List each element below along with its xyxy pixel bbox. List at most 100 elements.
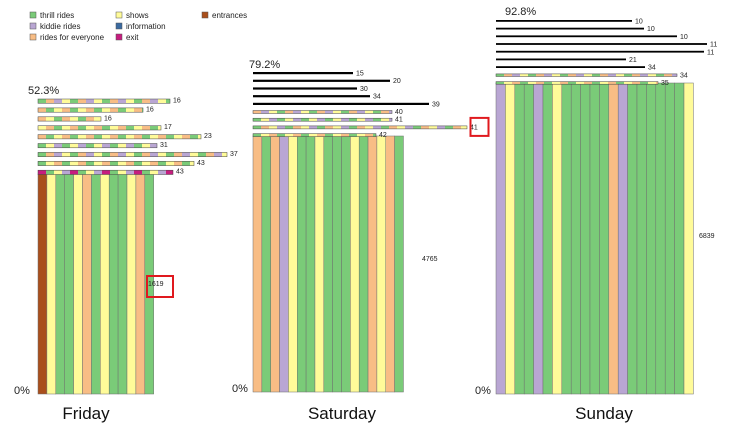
bottom-percent: 0% bbox=[232, 383, 248, 395]
small-group-bar bbox=[252, 117, 393, 122]
small-group-segment bbox=[142, 134, 150, 139]
small-group-segment bbox=[373, 118, 381, 122]
small-group-segment bbox=[584, 73, 592, 77]
small-group-segment bbox=[584, 81, 592, 85]
small-group-bar bbox=[252, 125, 468, 130]
small-group-segment bbox=[349, 110, 357, 114]
small-group-segment bbox=[158, 170, 166, 175]
small-group-segment bbox=[317, 118, 325, 122]
small-group-segment bbox=[134, 125, 142, 130]
small-group-segment bbox=[134, 161, 142, 166]
small-group-segment bbox=[110, 107, 118, 113]
small-group-segment bbox=[528, 81, 536, 85]
small-group-segment bbox=[78, 134, 86, 139]
main-group-stripe bbox=[376, 135, 386, 393]
small-group-segment bbox=[86, 161, 94, 166]
small-group-outline bbox=[37, 161, 195, 166]
main-group-stripe bbox=[261, 135, 271, 393]
small-group-segment bbox=[54, 116, 62, 122]
small-group-segment bbox=[640, 73, 648, 77]
small-group-segment bbox=[134, 99, 142, 104]
small-group-segment bbox=[46, 116, 54, 122]
small-group-segment bbox=[110, 152, 118, 157]
small-group-segment bbox=[600, 81, 608, 85]
small-group-segment bbox=[616, 81, 624, 85]
small-group-segment bbox=[126, 134, 134, 139]
small-group-segment bbox=[110, 161, 118, 166]
small-group-segment bbox=[365, 110, 373, 114]
small-group-segment bbox=[277, 110, 285, 114]
small-group-segment bbox=[134, 170, 142, 175]
small-group-segment bbox=[349, 125, 357, 129]
main-group-stripe bbox=[589, 82, 600, 395]
main-group-stripe bbox=[100, 173, 110, 395]
main-group-stripe bbox=[523, 82, 534, 395]
small-group-count: 10 bbox=[647, 26, 655, 33]
legend-swatch bbox=[29, 22, 37, 30]
small-group-bar bbox=[496, 27, 644, 30]
small-group-segment bbox=[253, 118, 261, 122]
small-group-count: 10 bbox=[635, 19, 643, 26]
main-group-stripe bbox=[126, 173, 137, 395]
small-group-segment bbox=[78, 107, 86, 113]
small-group-bar bbox=[253, 95, 370, 98]
small-group-segment bbox=[277, 133, 285, 137]
small-group-segment bbox=[222, 152, 227, 157]
top-percent: 79.2% bbox=[249, 59, 280, 71]
small-group-segment bbox=[102, 161, 110, 166]
small-group-segment bbox=[496, 81, 504, 85]
small-group-segment bbox=[656, 81, 658, 85]
small-group-segment bbox=[600, 73, 608, 77]
small-group-segment bbox=[560, 81, 568, 85]
main-group-stripe bbox=[314, 135, 325, 393]
main-group-stripe bbox=[394, 135, 404, 393]
small-group-segment bbox=[46, 143, 54, 148]
small-group-segment bbox=[78, 152, 86, 157]
small-group-segment bbox=[341, 110, 349, 114]
legend-label: shows bbox=[126, 11, 149, 20]
small-group-segment bbox=[333, 118, 341, 122]
small-group-bar bbox=[496, 66, 645, 68]
small-group-segment bbox=[38, 107, 46, 113]
small-group-segment bbox=[357, 118, 365, 122]
small-group-segment bbox=[437, 125, 445, 129]
small-group-segment bbox=[118, 125, 126, 130]
small-group-segment bbox=[54, 125, 62, 130]
small-group-segment bbox=[520, 81, 528, 85]
small-group-segment bbox=[389, 125, 397, 129]
main-group-stripe bbox=[46, 173, 57, 395]
main-group-stripe bbox=[608, 82, 619, 395]
small-group-segment bbox=[182, 161, 190, 166]
main-group-stripe bbox=[627, 82, 638, 395]
small-group-segment bbox=[174, 152, 182, 157]
small-group-segment bbox=[46, 125, 54, 130]
small-group-segment bbox=[608, 73, 616, 77]
small-group-outline bbox=[37, 169, 174, 175]
small-group-segment bbox=[293, 133, 301, 137]
small-group-count: 16 bbox=[146, 106, 154, 113]
small-group-segment bbox=[632, 73, 640, 77]
small-group-segment bbox=[664, 73, 672, 77]
small-group-segment bbox=[182, 134, 190, 139]
small-group-segment bbox=[544, 81, 552, 85]
small-group-segment bbox=[357, 133, 365, 137]
small-group-segment bbox=[46, 161, 54, 166]
small-group-segment bbox=[142, 125, 150, 130]
small-group-segment bbox=[38, 125, 46, 130]
small-group-bar bbox=[252, 110, 393, 114]
small-group-segment bbox=[38, 161, 46, 166]
small-group-count: 11 bbox=[710, 42, 717, 49]
day-label: Friday bbox=[62, 404, 110, 423]
small-group-segment bbox=[285, 118, 293, 122]
small-group-segment bbox=[166, 152, 174, 157]
small-group-count: 42 bbox=[379, 132, 387, 139]
main-group-stripe bbox=[73, 173, 83, 395]
small-group-segment bbox=[134, 107, 142, 113]
small-group-segment bbox=[158, 161, 166, 166]
small-group-segment bbox=[381, 110, 389, 114]
main-group-stripe bbox=[55, 173, 65, 395]
legend: thrill rides kiddie rides rides for everyo… bbox=[29, 11, 247, 42]
small-group-segment bbox=[70, 143, 78, 148]
small-group-segment bbox=[46, 99, 54, 104]
small-group-segment bbox=[54, 99, 62, 104]
